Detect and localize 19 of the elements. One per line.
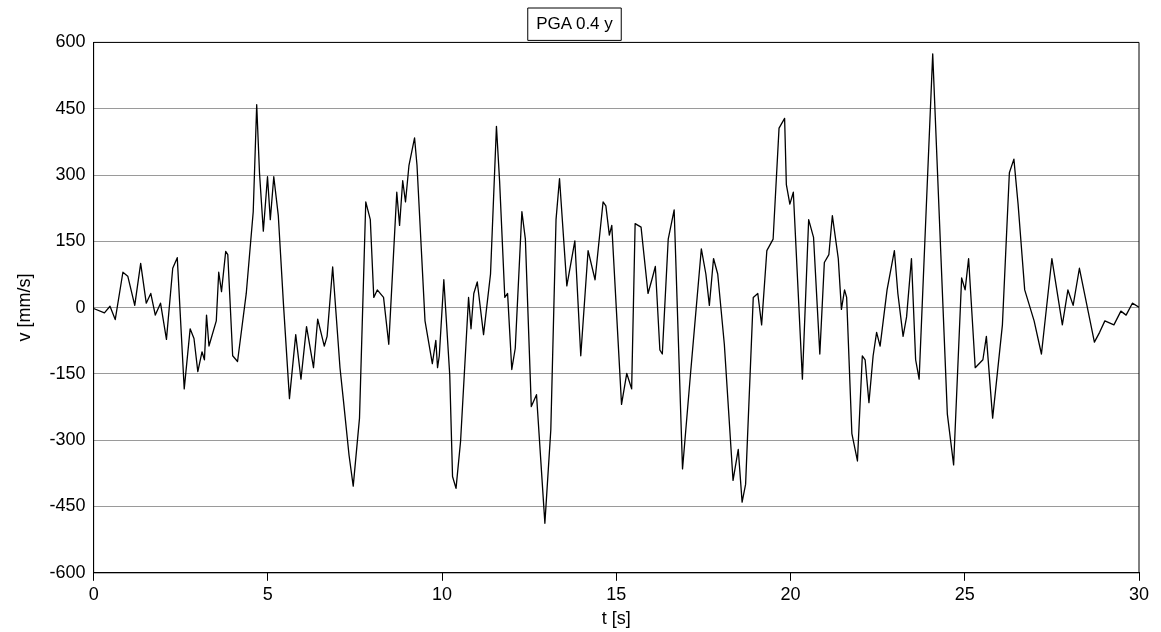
y-tick-label: 450 [55,97,86,118]
y-tick-label: 150 [55,230,86,251]
x-tick-label: 15 [606,583,627,604]
y-tick-label: -450 [49,495,86,516]
y-tick-label: -600 [49,561,86,582]
x-tick-label: 20 [780,583,801,604]
y-tick-label: -300 [49,429,86,450]
y-axis-title: v [mm/s] [13,273,34,342]
y-tick-label: 0 [75,296,86,317]
x-tick-label: 25 [954,583,975,604]
y-tick-label: 300 [55,163,86,184]
x-tick-label: 5 [262,583,273,604]
x-tick-label: 10 [432,583,453,604]
x-axis-title: t [s] [601,608,631,629]
x-tick-label: 0 [88,583,99,604]
x-tick-label: 30 [1128,583,1150,604]
chart-title: PGA 0.4 y [536,13,614,33]
y-tick-label: 600 [55,31,86,52]
y-tick-label: -150 [49,362,86,383]
